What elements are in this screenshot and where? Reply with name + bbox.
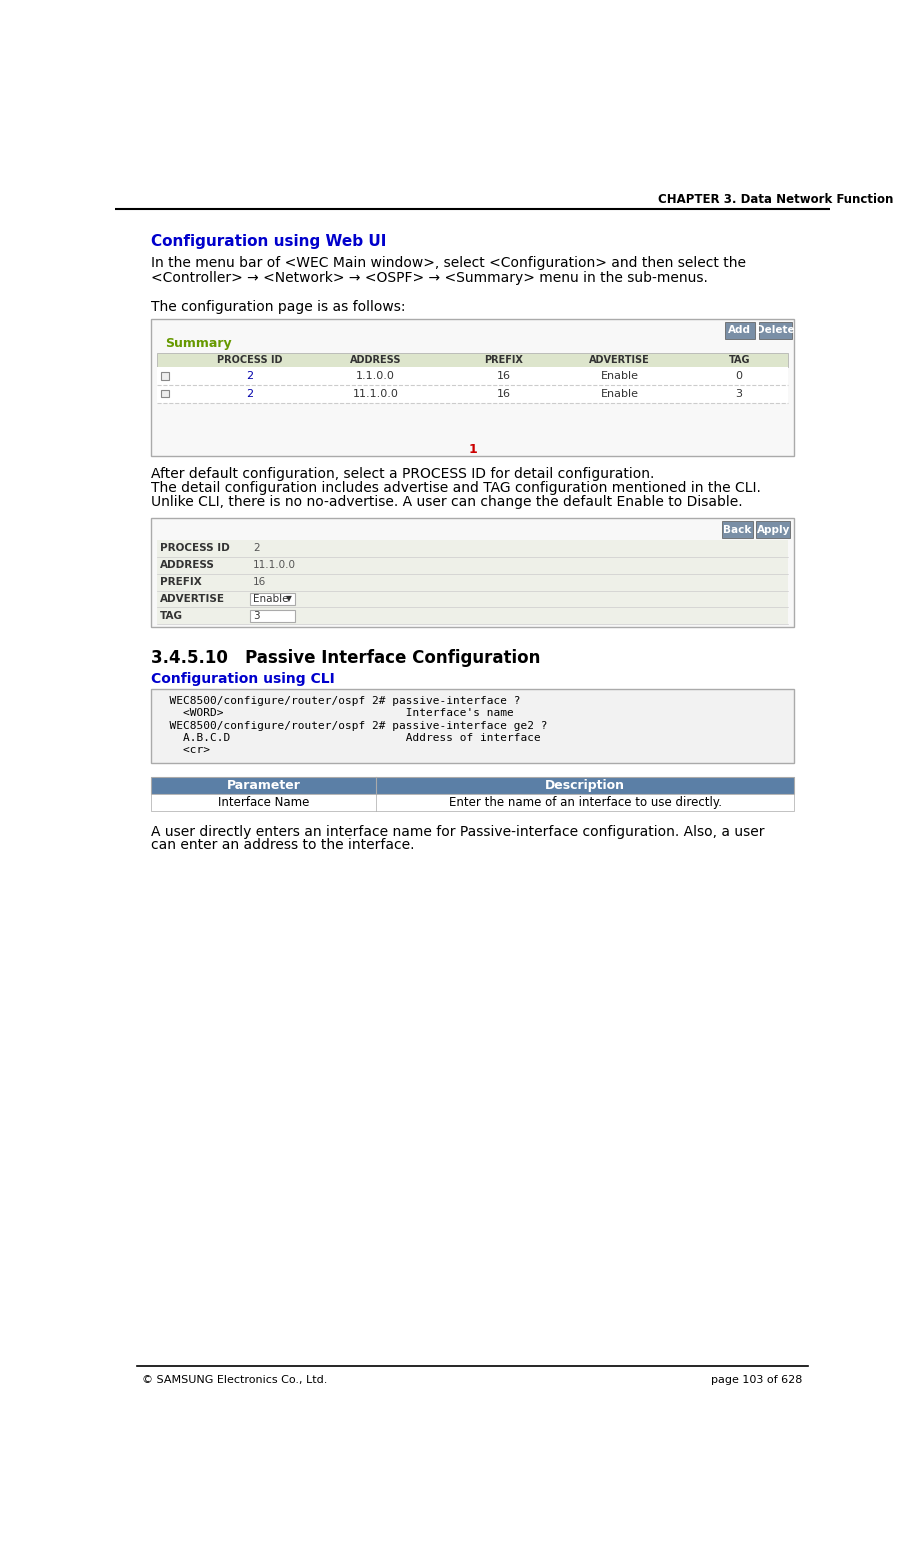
Text: Interface Name: Interface Name <box>218 795 309 809</box>
FancyBboxPatch shape <box>760 322 792 338</box>
Text: 16: 16 <box>254 577 266 587</box>
Text: © SAMSUNG Electronics Co., Ltd.: © SAMSUNG Electronics Co., Ltd. <box>142 1374 327 1385</box>
Text: 3.4.5.10   Passive Interface Configuration: 3.4.5.10 Passive Interface Configuration <box>151 649 540 667</box>
Text: ADDRESS: ADDRESS <box>350 355 401 365</box>
Text: Description: Description <box>545 779 625 792</box>
FancyBboxPatch shape <box>151 776 794 793</box>
Text: Add: Add <box>728 326 751 335</box>
Text: Delete: Delete <box>756 326 795 335</box>
FancyBboxPatch shape <box>157 385 788 402</box>
Text: TAG: TAG <box>160 610 183 621</box>
Text: 11.1.0.0: 11.1.0.0 <box>254 560 296 570</box>
Text: page 103 of 628: page 103 of 628 <box>711 1374 803 1385</box>
Text: can enter an address to the interface.: can enter an address to the interface. <box>151 839 414 853</box>
Text: 3: 3 <box>736 388 742 399</box>
FancyBboxPatch shape <box>151 518 794 628</box>
FancyBboxPatch shape <box>250 610 295 621</box>
Text: PREFIX: PREFIX <box>160 577 202 587</box>
FancyBboxPatch shape <box>157 607 788 624</box>
Text: Apply: Apply <box>757 524 790 535</box>
Text: Configuration using CLI: Configuration using CLI <box>151 671 335 685</box>
Text: ADVERTISE: ADVERTISE <box>160 595 225 604</box>
FancyBboxPatch shape <box>151 689 794 764</box>
FancyBboxPatch shape <box>151 793 794 811</box>
Text: A user directly enters an interface name for Passive-interface configuration. Al: A user directly enters an interface name… <box>151 825 764 839</box>
Text: Enter the name of an interface to use directly.: Enter the name of an interface to use di… <box>449 795 722 809</box>
Text: PROCESS ID: PROCESS ID <box>217 355 282 365</box>
Text: Parameter: Parameter <box>227 779 301 792</box>
Text: 0: 0 <box>736 371 742 380</box>
Text: After default configuration, select a PROCESS ID for detail configuration.: After default configuration, select a PR… <box>151 468 655 482</box>
Text: A.B.C.D                          Address of interface: A.B.C.D Address of interface <box>156 732 540 743</box>
FancyBboxPatch shape <box>157 590 788 607</box>
Text: Configuration using Web UI: Configuration using Web UI <box>151 235 386 249</box>
Text: ▼: ▼ <box>286 595 291 604</box>
Text: Enable: Enable <box>254 595 289 604</box>
Text: TAG: TAG <box>728 355 750 365</box>
Text: 2: 2 <box>246 371 254 380</box>
Text: Enable: Enable <box>601 388 639 399</box>
FancyBboxPatch shape <box>161 390 169 398</box>
Text: In the menu bar of <WEC Main window>, select <Configuration> and then select the: In the menu bar of <WEC Main window>, se… <box>151 255 746 269</box>
FancyBboxPatch shape <box>151 319 794 455</box>
Text: Back: Back <box>724 524 751 535</box>
Text: Enable: Enable <box>601 371 639 380</box>
Text: PREFIX: PREFIX <box>484 355 523 365</box>
Text: 16: 16 <box>497 388 511 399</box>
Text: 16: 16 <box>497 371 511 380</box>
Text: 1.1.0.0: 1.1.0.0 <box>356 371 396 380</box>
FancyBboxPatch shape <box>726 322 754 338</box>
Text: CHAPTER 3. Data Network Function: CHAPTER 3. Data Network Function <box>657 192 893 207</box>
FancyBboxPatch shape <box>157 573 788 590</box>
Text: 3: 3 <box>254 610 260 621</box>
FancyBboxPatch shape <box>157 352 788 368</box>
FancyBboxPatch shape <box>161 372 169 380</box>
Text: <WORD>                           Interface's name: <WORD> Interface's name <box>156 709 514 718</box>
Text: <Controller> → <Network> → <OSPF> → <Summary> menu in the sub-menus.: <Controller> → <Network> → <OSPF> → <Sum… <box>151 271 708 285</box>
Text: 1: 1 <box>468 443 477 455</box>
Text: 2: 2 <box>246 388 254 399</box>
FancyBboxPatch shape <box>157 540 788 557</box>
Text: Unlike CLI, there is no no-advertise. A user can change the default Enable to Di: Unlike CLI, there is no no-advertise. A … <box>151 495 742 509</box>
Text: 11.1.0.0: 11.1.0.0 <box>353 388 398 399</box>
Text: The detail configuration includes advertise and TAG configuration mentioned in t: The detail configuration includes advert… <box>151 480 761 495</box>
Text: Summary: Summary <box>165 336 231 351</box>
Text: ADDRESS: ADDRESS <box>160 560 215 570</box>
Text: WEC8500/configure/router/ospf 2# passive-interface ?: WEC8500/configure/router/ospf 2# passive… <box>156 696 520 706</box>
FancyBboxPatch shape <box>722 521 753 538</box>
Text: 2: 2 <box>254 543 260 552</box>
FancyBboxPatch shape <box>250 593 295 606</box>
Text: The configuration page is as follows:: The configuration page is as follows: <box>151 300 406 315</box>
Text: <cr>: <cr> <box>156 745 209 756</box>
FancyBboxPatch shape <box>157 557 788 573</box>
FancyBboxPatch shape <box>756 521 790 538</box>
Text: ADVERTISE: ADVERTISE <box>589 355 650 365</box>
Text: WEC8500/configure/router/ospf 2# passive-interface ge2 ?: WEC8500/configure/router/ospf 2# passive… <box>156 720 547 731</box>
FancyBboxPatch shape <box>157 368 788 385</box>
Text: PROCESS ID: PROCESS ID <box>160 543 230 552</box>
